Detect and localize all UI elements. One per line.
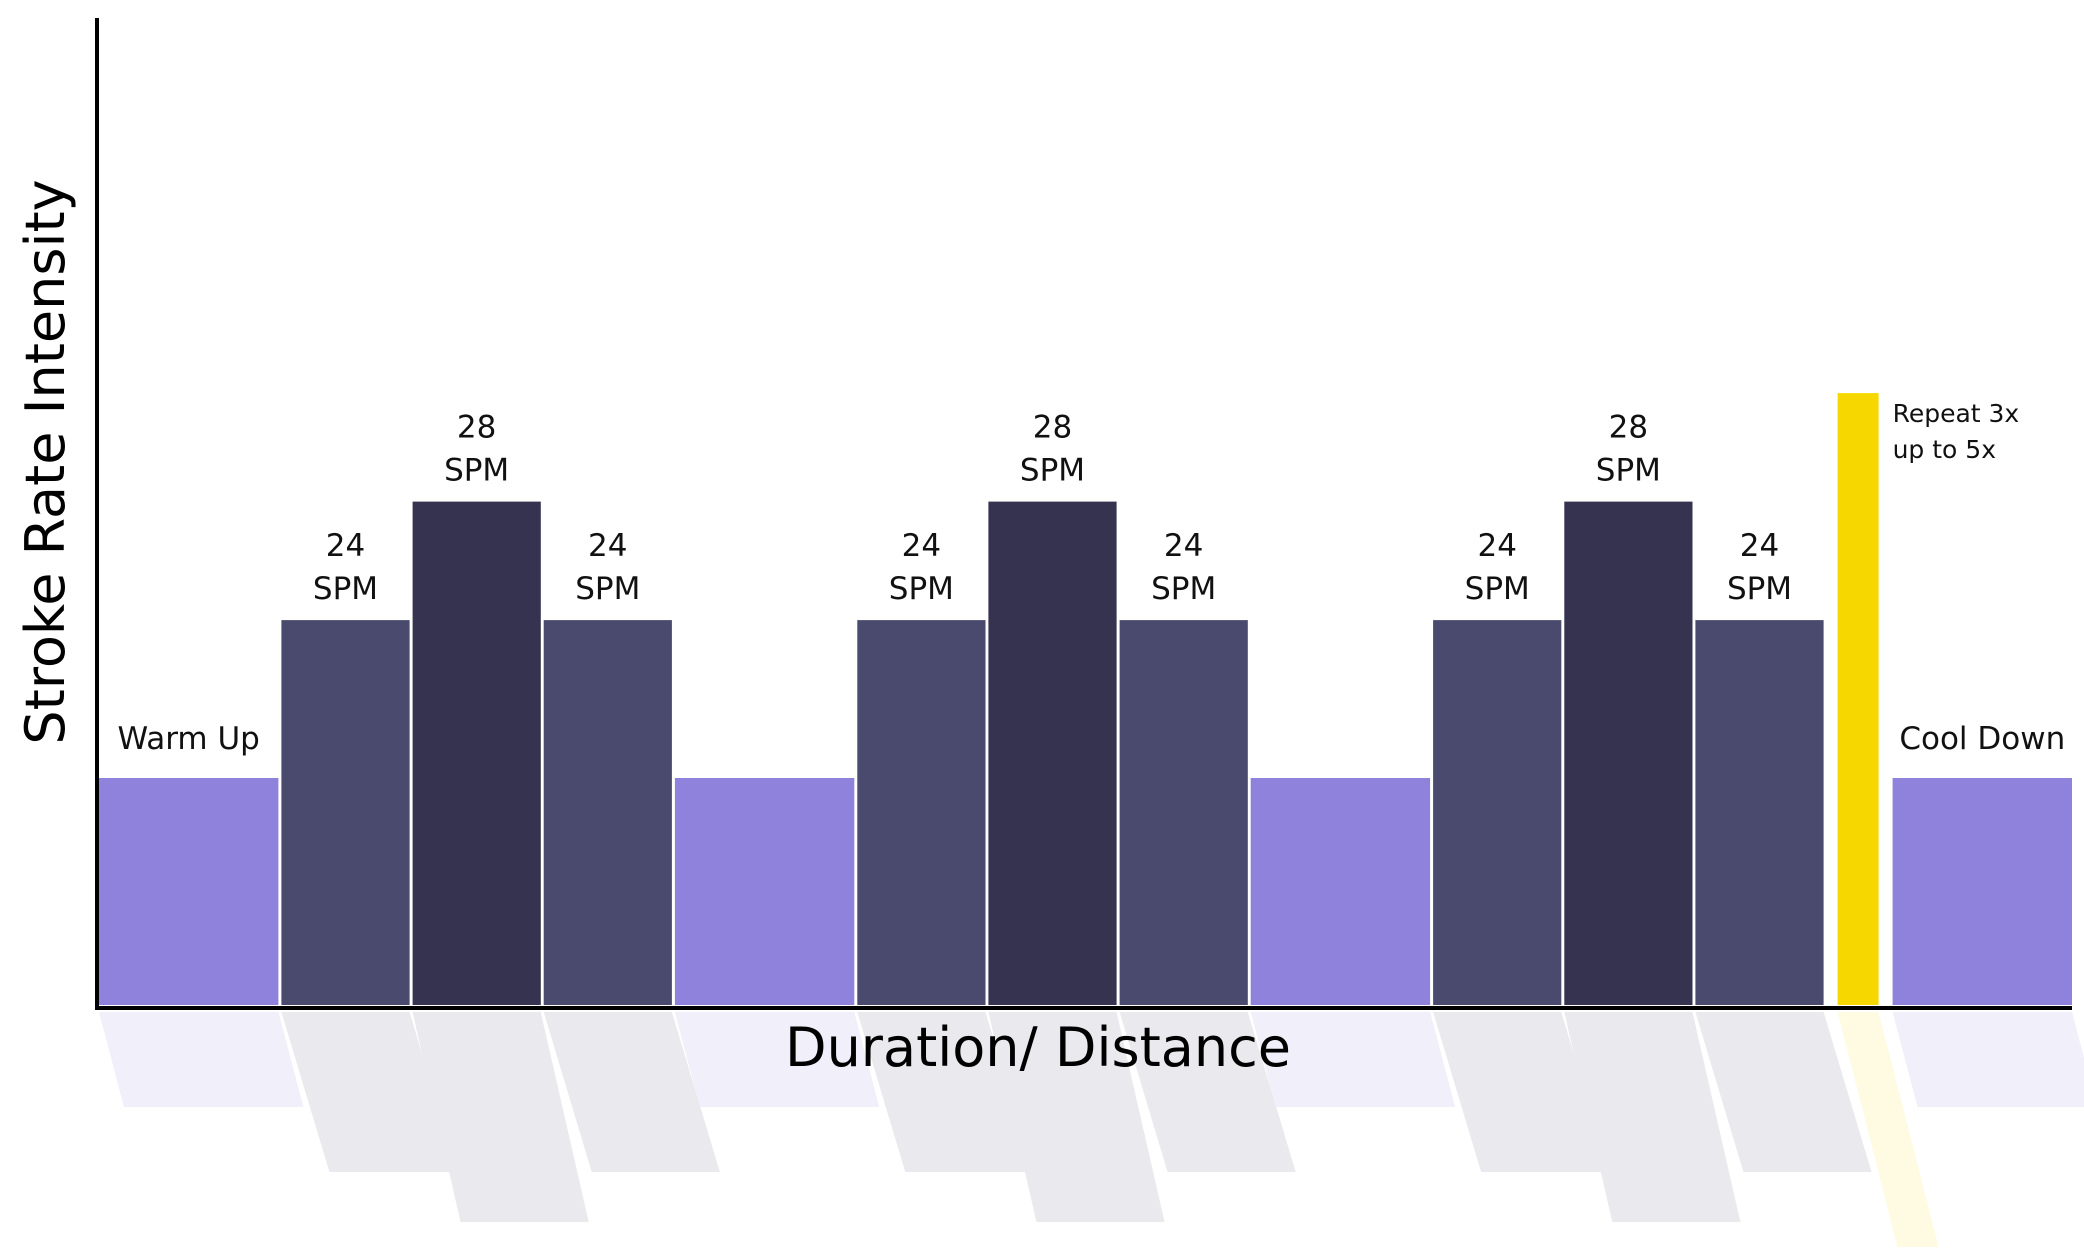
spm-label-line: 24 bbox=[1164, 528, 1203, 564]
bar-work bbox=[281, 620, 410, 1005]
bar-work bbox=[1119, 620, 1248, 1005]
bar-work bbox=[543, 620, 672, 1005]
bar-reflection bbox=[1892, 1012, 2084, 1107]
spm-label-line: 28 bbox=[1033, 410, 1072, 446]
bar-reflection bbox=[1250, 1012, 1456, 1107]
bar-easy bbox=[674, 778, 855, 1005]
bar-reflection bbox=[1837, 1012, 1939, 1247]
spm-label-line: 28 bbox=[457, 410, 496, 446]
bar-reflection bbox=[1119, 1012, 1296, 1172]
bar-reflection bbox=[1564, 1012, 1741, 1222]
bar-reflection bbox=[988, 1012, 1165, 1222]
bar-easy bbox=[1892, 778, 2072, 1005]
bar-reflection bbox=[543, 1012, 720, 1172]
x-axis-title: Duration/ Distance bbox=[785, 1016, 1291, 1079]
repeat-label-line: Repeat 3x bbox=[1893, 399, 2020, 428]
spm-label-line: SPM bbox=[1020, 453, 1085, 489]
spm-label-line: SPM bbox=[313, 571, 378, 607]
spm-label: 24 SPM bbox=[313, 528, 378, 607]
repeat-label: Repeat 3x up to 5x bbox=[1893, 399, 2020, 464]
bar-reflection bbox=[1695, 1012, 1872, 1172]
spm-label-line: 24 bbox=[1740, 528, 1779, 564]
bar-work bbox=[1695, 620, 1824, 1005]
bar-work bbox=[857, 620, 986, 1005]
bar-reflections bbox=[99, 1012, 2084, 1247]
spm-label-line: 24 bbox=[326, 528, 365, 564]
spm-label-line: SPM bbox=[444, 453, 509, 489]
bars bbox=[99, 393, 2072, 1006]
spm-label: 24 SPM bbox=[575, 528, 640, 607]
y-axis-title: Stroke Rate Intensity bbox=[14, 179, 77, 744]
spm-label-line: SPM bbox=[1465, 571, 1530, 607]
spm-label: 28 SPM bbox=[1020, 410, 1085, 489]
bar-reflection bbox=[412, 1012, 589, 1222]
spm-label-line: SPM bbox=[575, 571, 640, 607]
bar-work bbox=[1433, 620, 1562, 1005]
phase-label: Cool Down bbox=[1899, 721, 2065, 757]
spm-label-line: SPM bbox=[889, 571, 954, 607]
bar-reflection bbox=[857, 1012, 1034, 1172]
spm-label: 28 SPM bbox=[1596, 410, 1661, 489]
spm-label: 28 SPM bbox=[444, 410, 509, 489]
bar-reflection bbox=[674, 1012, 880, 1107]
bar-reflection bbox=[99, 1012, 304, 1107]
spm-label-line: SPM bbox=[1727, 571, 1792, 607]
bar-easy bbox=[99, 778, 279, 1005]
repeat-label-line: up to 5x bbox=[1893, 435, 1996, 464]
spm-label-line: SPM bbox=[1151, 571, 1216, 607]
spm-label-line: 24 bbox=[588, 528, 627, 564]
spm-label: 24 SPM bbox=[1465, 528, 1530, 607]
spm-label-line: 28 bbox=[1609, 410, 1648, 446]
spm-label: 24 SPM bbox=[889, 528, 954, 607]
phase-label: Warm Up bbox=[118, 721, 260, 757]
bar-reflection bbox=[281, 1012, 458, 1172]
spm-label-line: 24 bbox=[1477, 528, 1516, 564]
spm-label-line: 24 bbox=[902, 528, 941, 564]
bar-reflection bbox=[1433, 1012, 1610, 1172]
spm-label: 24 SPM bbox=[1727, 528, 1792, 607]
spm-label-line: SPM bbox=[1596, 453, 1661, 489]
repeat-marker-bar bbox=[1837, 393, 1879, 1006]
spm-label: 24 SPM bbox=[1151, 528, 1216, 607]
bar-peak bbox=[988, 501, 1117, 1005]
bar-peak bbox=[412, 501, 541, 1005]
bar-easy bbox=[1250, 778, 1431, 1005]
bar-peak bbox=[1564, 501, 1693, 1005]
bar-labels: Warm Up 24 SPM 28 SPM 24 SPM 24 SPM 28 SPM 24 SPM 24 S… bbox=[118, 399, 2066, 757]
